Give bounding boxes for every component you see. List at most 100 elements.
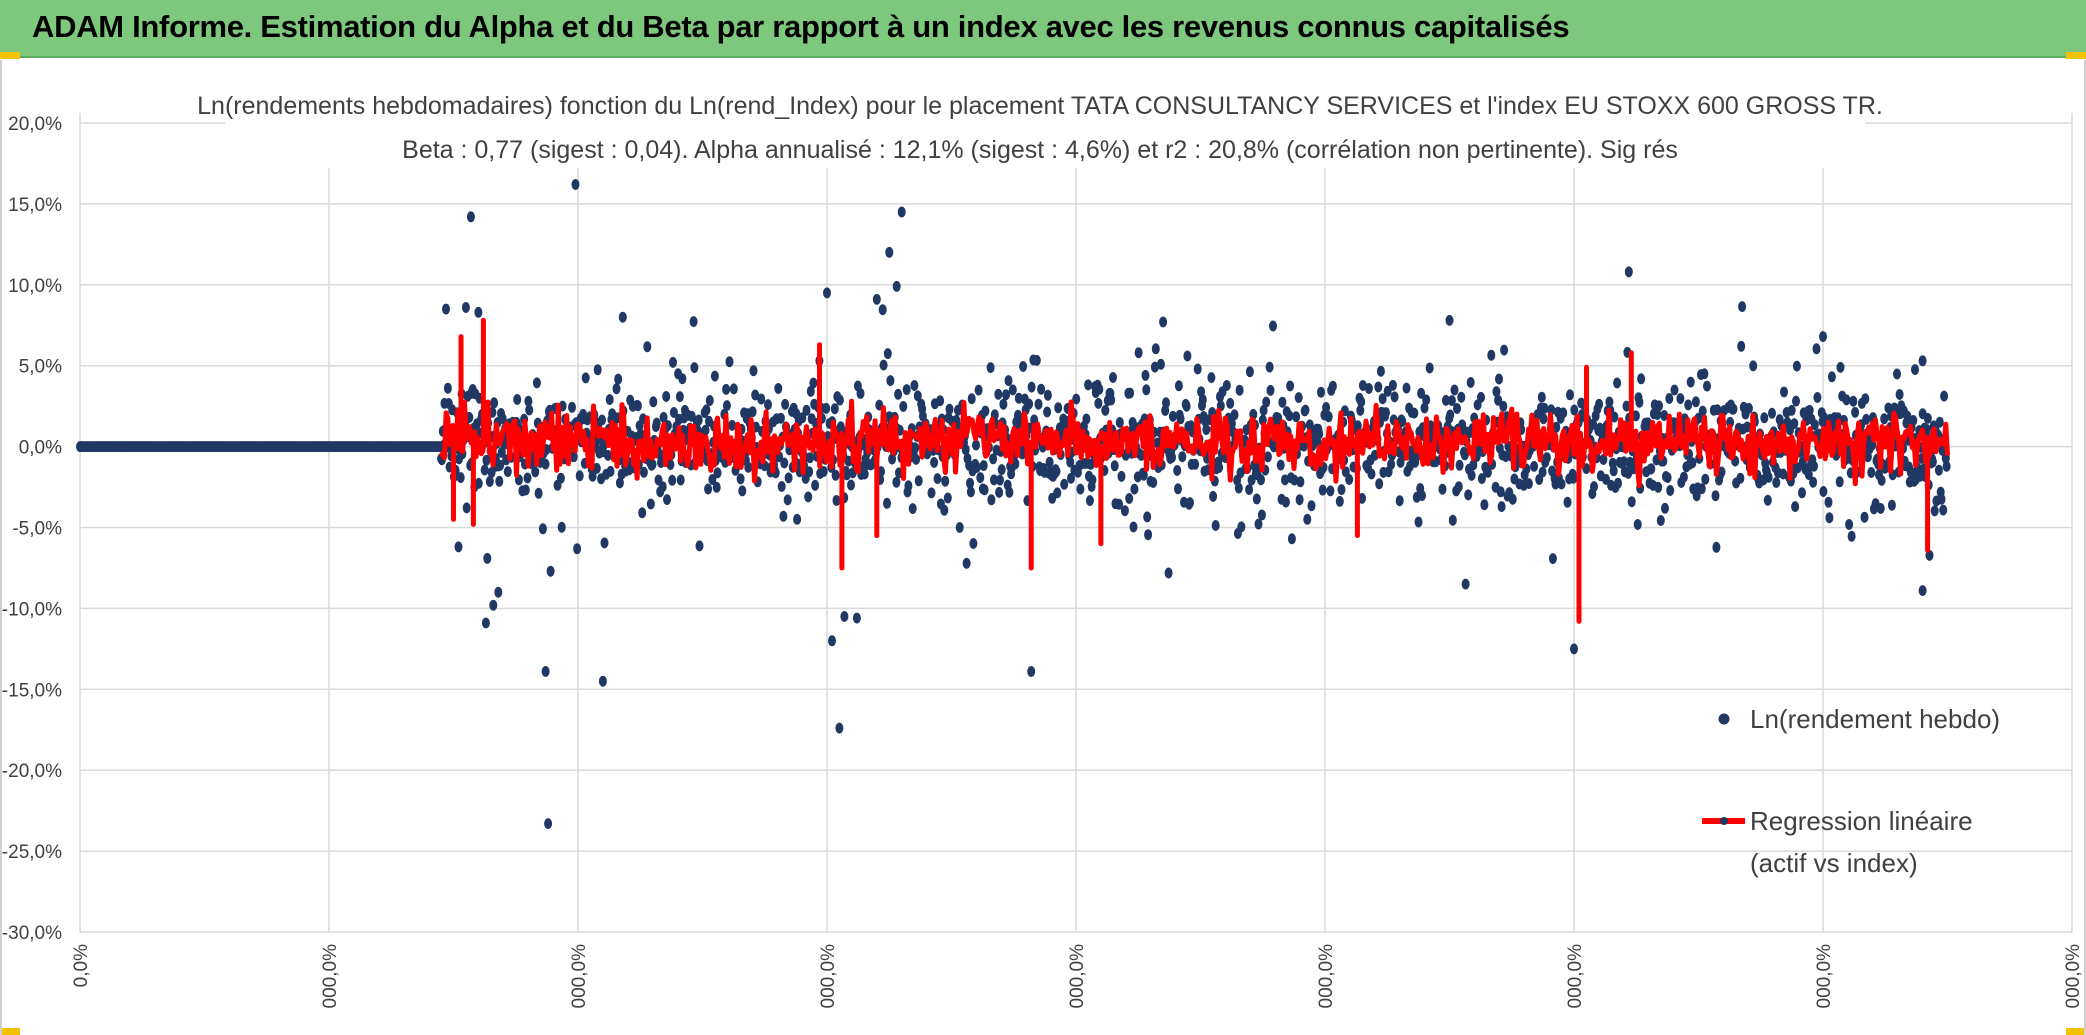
data-point	[1937, 493, 1946, 505]
data-point	[1095, 383, 1104, 395]
data-point	[1072, 393, 1081, 405]
data-point-outlier	[1918, 585, 1927, 597]
data-point	[658, 481, 667, 493]
data-point	[1791, 501, 1800, 513]
data-point	[1633, 519, 1642, 530]
data-point	[1880, 413, 1889, 425]
data-point	[1877, 474, 1886, 486]
data-point	[1469, 459, 1478, 471]
data-point	[1237, 521, 1246, 533]
data-point	[1660, 410, 1669, 421]
data-point	[980, 484, 989, 496]
data-point	[638, 507, 647, 519]
data-point	[1713, 404, 1722, 416]
data-point	[1763, 494, 1772, 506]
data-point	[668, 474, 677, 486]
data-point	[1422, 394, 1431, 406]
data-point	[1125, 493, 1134, 504]
data-point	[1450, 384, 1459, 396]
data-point	[649, 396, 658, 408]
data-point	[1835, 476, 1844, 488]
data-point	[748, 406, 757, 418]
data-point	[1736, 472, 1745, 484]
data-point	[1315, 428, 1324, 440]
data-point	[830, 403, 839, 415]
data-point	[1387, 458, 1396, 470]
data-point-outlier	[823, 287, 831, 299]
data-point	[1492, 386, 1501, 398]
chart-title-line-2: Beta : 0,77 (sigest : 0,04). Alpha annua…	[402, 136, 1678, 164]
data-point	[856, 388, 865, 399]
data-point	[503, 466, 512, 478]
data-point	[967, 393, 976, 405]
data-point	[1635, 396, 1644, 408]
data-point	[1923, 412, 1932, 424]
data-point	[749, 365, 758, 377]
data-point	[1019, 361, 1028, 372]
data-point-outlier	[1918, 355, 1927, 367]
data-point	[910, 380, 919, 391]
data-point	[776, 412, 785, 424]
data-point	[1620, 456, 1628, 468]
data-point	[652, 417, 661, 429]
data-point	[1887, 499, 1896, 511]
data-point	[1085, 495, 1094, 507]
data-point	[1686, 376, 1695, 388]
data-point	[1653, 409, 1662, 420]
data-point	[981, 405, 990, 417]
data-point	[568, 401, 576, 413]
data-point	[1787, 404, 1796, 416]
data-point	[573, 543, 582, 555]
data-point	[908, 503, 917, 515]
data-point	[1230, 409, 1239, 421]
data-point	[911, 442, 920, 454]
data-point	[729, 383, 738, 395]
data-point	[1234, 482, 1243, 494]
data-point	[648, 458, 657, 470]
data-point	[1487, 349, 1496, 361]
data-point-outlier	[828, 635, 836, 647]
data-point	[1655, 400, 1663, 412]
data-point	[612, 383, 621, 395]
data-point	[798, 412, 807, 424]
data-point	[615, 477, 624, 489]
data-point	[1285, 410, 1294, 422]
data-point	[913, 390, 922, 402]
data-point	[1263, 451, 1272, 463]
data-point	[1676, 393, 1685, 405]
data-point-outlier	[598, 675, 607, 687]
data-point	[701, 424, 710, 436]
data-point	[1130, 483, 1139, 495]
data-point	[1500, 344, 1509, 356]
data-point	[678, 373, 687, 385]
data-point	[534, 487, 543, 499]
data-point	[912, 453, 921, 465]
data-point	[1174, 380, 1183, 392]
data-point	[1780, 386, 1788, 398]
data-point	[1483, 466, 1492, 478]
data-point	[662, 391, 671, 402]
data-point	[1939, 504, 1948, 516]
data-point	[802, 404, 811, 416]
data-point-outlier	[1027, 666, 1036, 677]
data-point	[1222, 380, 1231, 391]
x-tick-label: 000,0%	[569, 944, 590, 1009]
data-point	[1438, 483, 1447, 495]
data-point	[1540, 402, 1549, 414]
data-point	[1374, 381, 1383, 393]
x-tick-label: 000,0%	[2063, 944, 2084, 1009]
data-point	[1566, 389, 1574, 401]
data-point	[1810, 460, 1818, 472]
data-point	[592, 462, 601, 474]
data-point	[1599, 454, 1608, 465]
x-tick-label: 000,0%	[320, 944, 341, 1009]
data-point	[495, 475, 504, 487]
data-point-outlier	[835, 722, 844, 734]
data-point	[1398, 416, 1407, 427]
data-point	[1143, 511, 1152, 523]
data-point	[940, 504, 949, 516]
data-point	[819, 466, 828, 477]
data-point-outlier	[852, 612, 861, 624]
data-point	[605, 394, 614, 406]
data-point	[1563, 496, 1572, 508]
